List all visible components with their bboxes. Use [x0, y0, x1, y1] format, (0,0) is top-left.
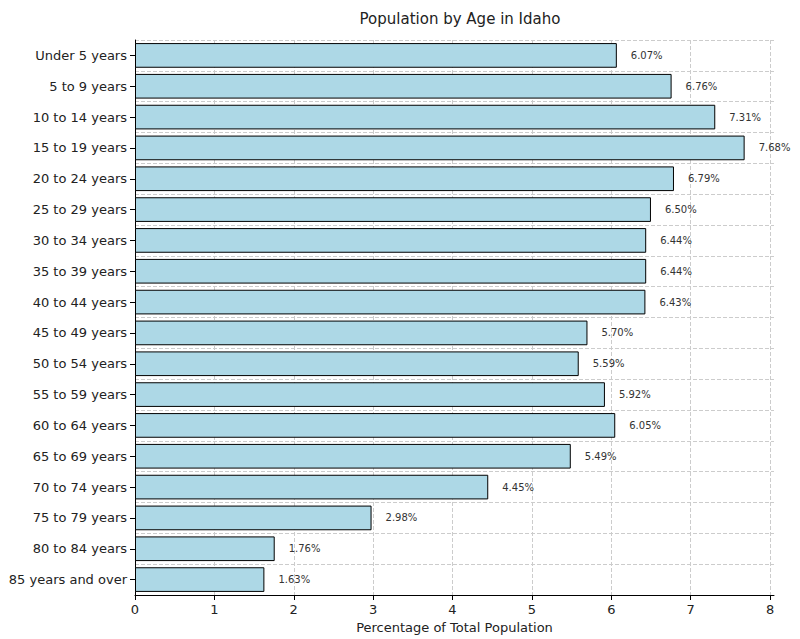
svg-text:10 to 14 years: 10 to 14 years: [33, 110, 128, 125]
svg-text:3: 3: [369, 602, 377, 617]
svg-text:5.59%: 5.59%: [593, 358, 625, 369]
svg-text:7: 7: [687, 602, 695, 617]
svg-text:Population by Age in Idaho: Population by Age in Idaho: [360, 10, 561, 28]
svg-text:0: 0: [131, 602, 139, 617]
svg-text:55 to 59 years: 55 to 59 years: [33, 387, 128, 402]
svg-text:4.45%: 4.45%: [502, 482, 534, 493]
svg-text:Under 5 years: Under 5 years: [35, 48, 127, 63]
svg-text:35 to 39 years: 35 to 39 years: [33, 264, 128, 279]
svg-text:6.79%: 6.79%: [688, 173, 720, 184]
svg-text:6.50%: 6.50%: [665, 204, 697, 215]
svg-text:70 to 74 years: 70 to 74 years: [33, 480, 128, 495]
svg-text:6.76%: 6.76%: [686, 81, 718, 92]
svg-text:Percentage of Total Population: Percentage of Total Population: [356, 620, 553, 635]
svg-text:60 to 64 years: 60 to 64 years: [33, 418, 128, 433]
svg-text:75 to 79 years: 75 to 79 years: [33, 510, 128, 525]
svg-text:50 to 54 years: 50 to 54 years: [33, 356, 128, 371]
svg-text:5 to 9 years: 5 to 9 years: [49, 79, 127, 94]
svg-text:5.92%: 5.92%: [619, 389, 651, 400]
svg-text:2.98%: 2.98%: [386, 512, 418, 523]
svg-text:6.44%: 6.44%: [660, 266, 692, 277]
svg-text:1.76%: 1.76%: [289, 543, 321, 554]
svg-text:5.70%: 5.70%: [601, 327, 633, 338]
svg-text:25 to 29 years: 25 to 29 years: [33, 202, 128, 217]
svg-text:1: 1: [210, 602, 218, 617]
svg-text:15 to 19 years: 15 to 19 years: [33, 140, 128, 155]
svg-text:85 years and over: 85 years and over: [9, 572, 128, 587]
svg-text:6.07%: 6.07%: [631, 50, 663, 61]
svg-text:7.31%: 7.31%: [729, 112, 761, 123]
svg-text:5: 5: [528, 602, 536, 617]
svg-text:4: 4: [448, 602, 456, 617]
svg-text:6: 6: [607, 602, 615, 617]
svg-text:30 to 34 years: 30 to 34 years: [33, 233, 128, 248]
svg-text:5.49%: 5.49%: [585, 451, 617, 462]
svg-text:20 to 24 years: 20 to 24 years: [33, 171, 128, 186]
svg-text:6.05%: 6.05%: [629, 420, 661, 431]
svg-text:8: 8: [766, 602, 774, 617]
svg-text:65 to 69 years: 65 to 69 years: [33, 449, 128, 464]
svg-text:80 to 84 years: 80 to 84 years: [33, 541, 128, 556]
svg-text:2: 2: [290, 602, 298, 617]
svg-text:45 to 49 years: 45 to 49 years: [33, 325, 128, 340]
svg-text:40 to 44 years: 40 to 44 years: [33, 295, 128, 310]
svg-text:6.43%: 6.43%: [659, 297, 691, 308]
svg-text:7.68%: 7.68%: [759, 142, 791, 153]
svg-text:1.63%: 1.63%: [278, 574, 310, 585]
svg-text:6.44%: 6.44%: [660, 235, 692, 246]
